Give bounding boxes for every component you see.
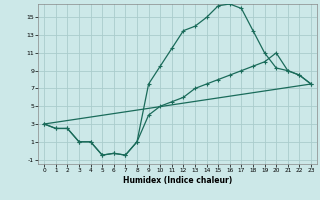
X-axis label: Humidex (Indice chaleur): Humidex (Indice chaleur) xyxy=(123,176,232,185)
